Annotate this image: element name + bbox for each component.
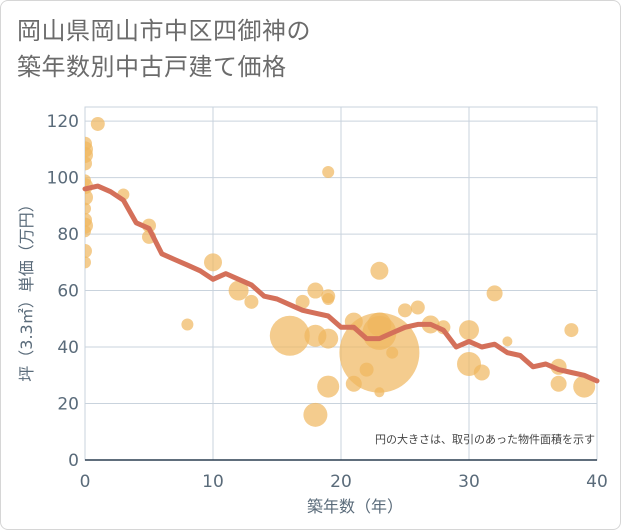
- scatter-point: [322, 165, 335, 178]
- y-tick-label: 0: [68, 451, 79, 471]
- x-tick-label: 40: [586, 472, 608, 492]
- y-tick-label: 120: [47, 112, 79, 132]
- scatter-point: [410, 300, 425, 315]
- scatter-point: [85, 156, 92, 171]
- scatter-point: [550, 375, 567, 392]
- bubble-layer: [85, 116, 596, 427]
- chart-title: 岡山県岡山市中区四御神の 築年数別中古戸建て価格: [17, 13, 577, 85]
- scatter-point: [303, 402, 328, 427]
- scatter-point: [486, 285, 503, 302]
- scatter-point: [317, 375, 340, 398]
- scatter-point: [459, 320, 479, 341]
- x-axis-label: 築年数（年）: [307, 497, 403, 516]
- scatter-point: [370, 261, 389, 280]
- scatter-point: [244, 294, 259, 309]
- scatter-point: [295, 294, 310, 309]
- scatter-point: [85, 202, 91, 215]
- scatter-point: [85, 189, 93, 206]
- scatter-point: [564, 323, 579, 338]
- grid-lines: [84, 106, 598, 461]
- scatter-point: [502, 336, 513, 347]
- scatter-point: [90, 116, 105, 131]
- axes: 0 10 20 30 40 0 20 40 60 80 100 120: [47, 112, 608, 492]
- trend-line-layer: [82, 183, 600, 384]
- y-tick-label: 100: [47, 169, 79, 189]
- scatter-point: [318, 328, 339, 349]
- scatter-point: [85, 256, 91, 269]
- scatter-point: [307, 282, 324, 299]
- scatter-point: [473, 364, 490, 381]
- y-tick-label: 80: [57, 225, 79, 245]
- x-tick-label: 30: [458, 472, 480, 492]
- y-tick-label: 40: [57, 338, 79, 358]
- scatter-point: [374, 387, 385, 398]
- scatter-point: [573, 375, 596, 398]
- scatter-point: [85, 244, 92, 259]
- scatter-point: [269, 315, 310, 356]
- x-tick-label: 0: [80, 472, 91, 492]
- x-tick-label: 20: [330, 472, 352, 492]
- scatter-point: [398, 303, 412, 318]
- scatter-point: [386, 346, 399, 359]
- y-tick-label: 60: [57, 282, 79, 302]
- scatter-point: [85, 225, 91, 238]
- scatter-point: [322, 293, 335, 306]
- x-tick-label: 10: [202, 472, 224, 492]
- scatter-point: [204, 253, 222, 272]
- y-axis-label: 坪（3.3㎡）単価（万円）: [17, 196, 36, 381]
- chart-title-line1: 岡山県岡山市中区四御神の: [17, 17, 311, 45]
- average-price-line: [82, 183, 600, 384]
- scatter-point: [228, 280, 249, 301]
- y-tick-label: 20: [57, 395, 79, 415]
- scatter-point: [181, 318, 194, 331]
- chart-note: 円の大きさは、取引のあった物件面積を示す: [375, 432, 595, 446]
- chart-title-line2: 築年数別中古戸建て価格: [17, 53, 287, 81]
